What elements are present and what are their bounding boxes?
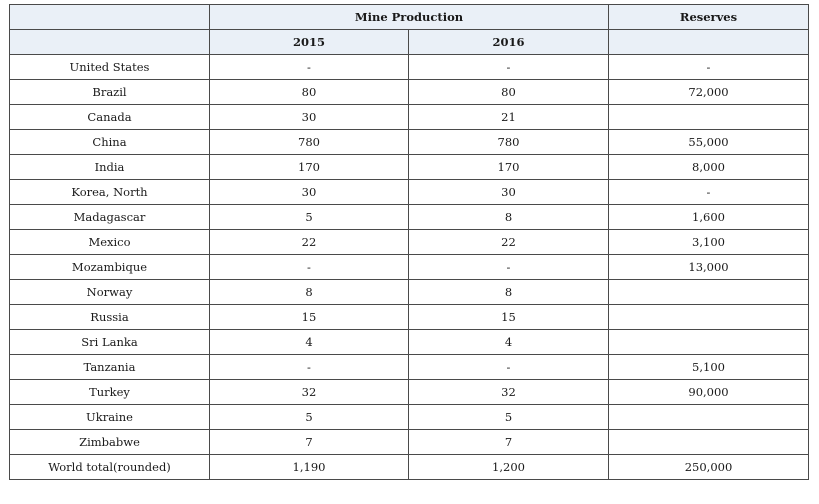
country-cell: India (9, 154, 210, 180)
world-total-row: World total(rounded) 1,190 1,200 250,000 (9, 454, 809, 480)
production-2016-cell: 170 (408, 154, 609, 180)
production-2016-cell: - (408, 254, 609, 280)
header-year-2016: 2016 (408, 29, 609, 55)
production-2015-cell: 8 (209, 279, 409, 305)
table-row: Norway 8 8 (9, 279, 809, 305)
header-row-years: 2015 2016 (9, 29, 809, 55)
table-header: Mine Production Reserves 2015 2016 (9, 4, 809, 55)
production-2016-cell: - (408, 54, 609, 80)
country-cell: Korea, North (9, 179, 210, 205)
table-row: Canada 30 21 (9, 104, 809, 130)
reserves-cell: 90,000 (608, 379, 809, 405)
production-2016-cell: 780 (408, 129, 609, 155)
country-cell: Turkey (9, 379, 210, 405)
production-2015-cell: 30 (209, 179, 409, 205)
production-2015-cell: - (209, 254, 409, 280)
header-mine-production: Mine Production (209, 4, 609, 30)
country-cell: Russia (9, 304, 210, 330)
table-row: Sri Lanka 4 4 (9, 329, 809, 355)
production-2015-cell: 15 (209, 304, 409, 330)
table-row: China 780 780 55,000 (9, 129, 809, 155)
country-cell: United States (9, 54, 210, 80)
reserves-cell: 5,100 (608, 354, 809, 380)
country-cell: China (9, 129, 210, 155)
header-blank-cell-3 (608, 29, 809, 55)
reserves-cell: - (608, 179, 809, 205)
production-2016-cell: 5 (408, 404, 609, 430)
reserves-cell: 13,000 (608, 254, 809, 280)
world-total-2015: 1,190 (209, 454, 409, 480)
table-row: Brazil 80 80 72,000 (9, 79, 809, 105)
table-row: Mexico 22 22 3,100 (9, 229, 809, 255)
table-row: Zimbabwe 7 7 (9, 429, 809, 455)
reserves-cell: 72,000 (608, 79, 809, 105)
table-container: Mine Production Reserves 2015 2016 Unite… (9, 4, 809, 480)
production-2015-cell: 170 (209, 154, 409, 180)
country-cell: Canada (9, 104, 210, 130)
country-cell: Sri Lanka (9, 329, 210, 355)
production-2015-cell: 4 (209, 329, 409, 355)
country-cell: Zimbabwe (9, 429, 210, 455)
reserves-cell (608, 329, 809, 355)
production-2015-cell: - (209, 54, 409, 80)
country-cell: Ukraine (9, 404, 210, 430)
production-2015-cell: 5 (209, 204, 409, 230)
production-2015-cell: 30 (209, 104, 409, 130)
production-2015-cell: 7 (209, 429, 409, 455)
production-2015-cell: 5 (209, 404, 409, 430)
header-year-2015: 2015 (209, 29, 409, 55)
reserves-cell: 3,100 (608, 229, 809, 255)
production-2016-cell: 80 (408, 79, 609, 105)
production-2016-cell: 7 (408, 429, 609, 455)
header-row-top: Mine Production Reserves (9, 4, 809, 30)
reserves-cell: 55,000 (608, 129, 809, 155)
table-row: Mozambique - - 13,000 (9, 254, 809, 280)
header-blank-cell (9, 4, 210, 30)
production-2016-cell: 22 (408, 229, 609, 255)
production-reserves-table: Mine Production Reserves 2015 2016 Unite… (9, 4, 809, 480)
table-row: Ukraine 5 5 (9, 404, 809, 430)
production-2016-cell: 8 (408, 279, 609, 305)
table-row: India 170 170 8,000 (9, 154, 809, 180)
world-total-2016: 1,200 (408, 454, 609, 480)
production-2015-cell: 22 (209, 229, 409, 255)
header-blank-cell-2 (9, 29, 210, 55)
production-2015-cell: 780 (209, 129, 409, 155)
production-2015-cell: 32 (209, 379, 409, 405)
country-cell: Mexico (9, 229, 210, 255)
header-reserves: Reserves (608, 4, 809, 30)
production-2016-cell: 8 (408, 204, 609, 230)
table-row: Tanzania - - 5,100 (9, 354, 809, 380)
reserves-cell (608, 404, 809, 430)
country-cell: Madagascar (9, 204, 210, 230)
reserves-cell: - (608, 54, 809, 80)
table-row: Turkey 32 32 90,000 (9, 379, 809, 405)
reserves-cell (608, 279, 809, 305)
table-row: Madagascar 5 8 1,600 (9, 204, 809, 230)
table-row: Korea, North 30 30 - (9, 179, 809, 205)
production-2015-cell: 80 (209, 79, 409, 105)
production-2016-cell: 32 (408, 379, 609, 405)
world-total-label: World total(rounded) (9, 454, 210, 480)
table-row: Russia 15 15 (9, 304, 809, 330)
country-cell: Tanzania (9, 354, 210, 380)
reserves-cell (608, 429, 809, 455)
production-2016-cell: 4 (408, 329, 609, 355)
reserves-cell: 8,000 (608, 154, 809, 180)
production-2016-cell: 21 (408, 104, 609, 130)
production-2016-cell: 30 (408, 179, 609, 205)
production-2016-cell: 15 (408, 304, 609, 330)
reserves-cell: 1,600 (608, 204, 809, 230)
reserves-cell (608, 304, 809, 330)
table-row: United States - - - (9, 54, 809, 80)
country-cell: Norway (9, 279, 210, 305)
production-2015-cell: - (209, 354, 409, 380)
table-body: United States - - - Brazil 80 80 72,000 … (9, 54, 809, 480)
reserves-cell (608, 104, 809, 130)
world-total-reserves: 250,000 (608, 454, 809, 480)
production-2016-cell: - (408, 354, 609, 380)
country-cell: Mozambique (9, 254, 210, 280)
country-cell: Brazil (9, 79, 210, 105)
